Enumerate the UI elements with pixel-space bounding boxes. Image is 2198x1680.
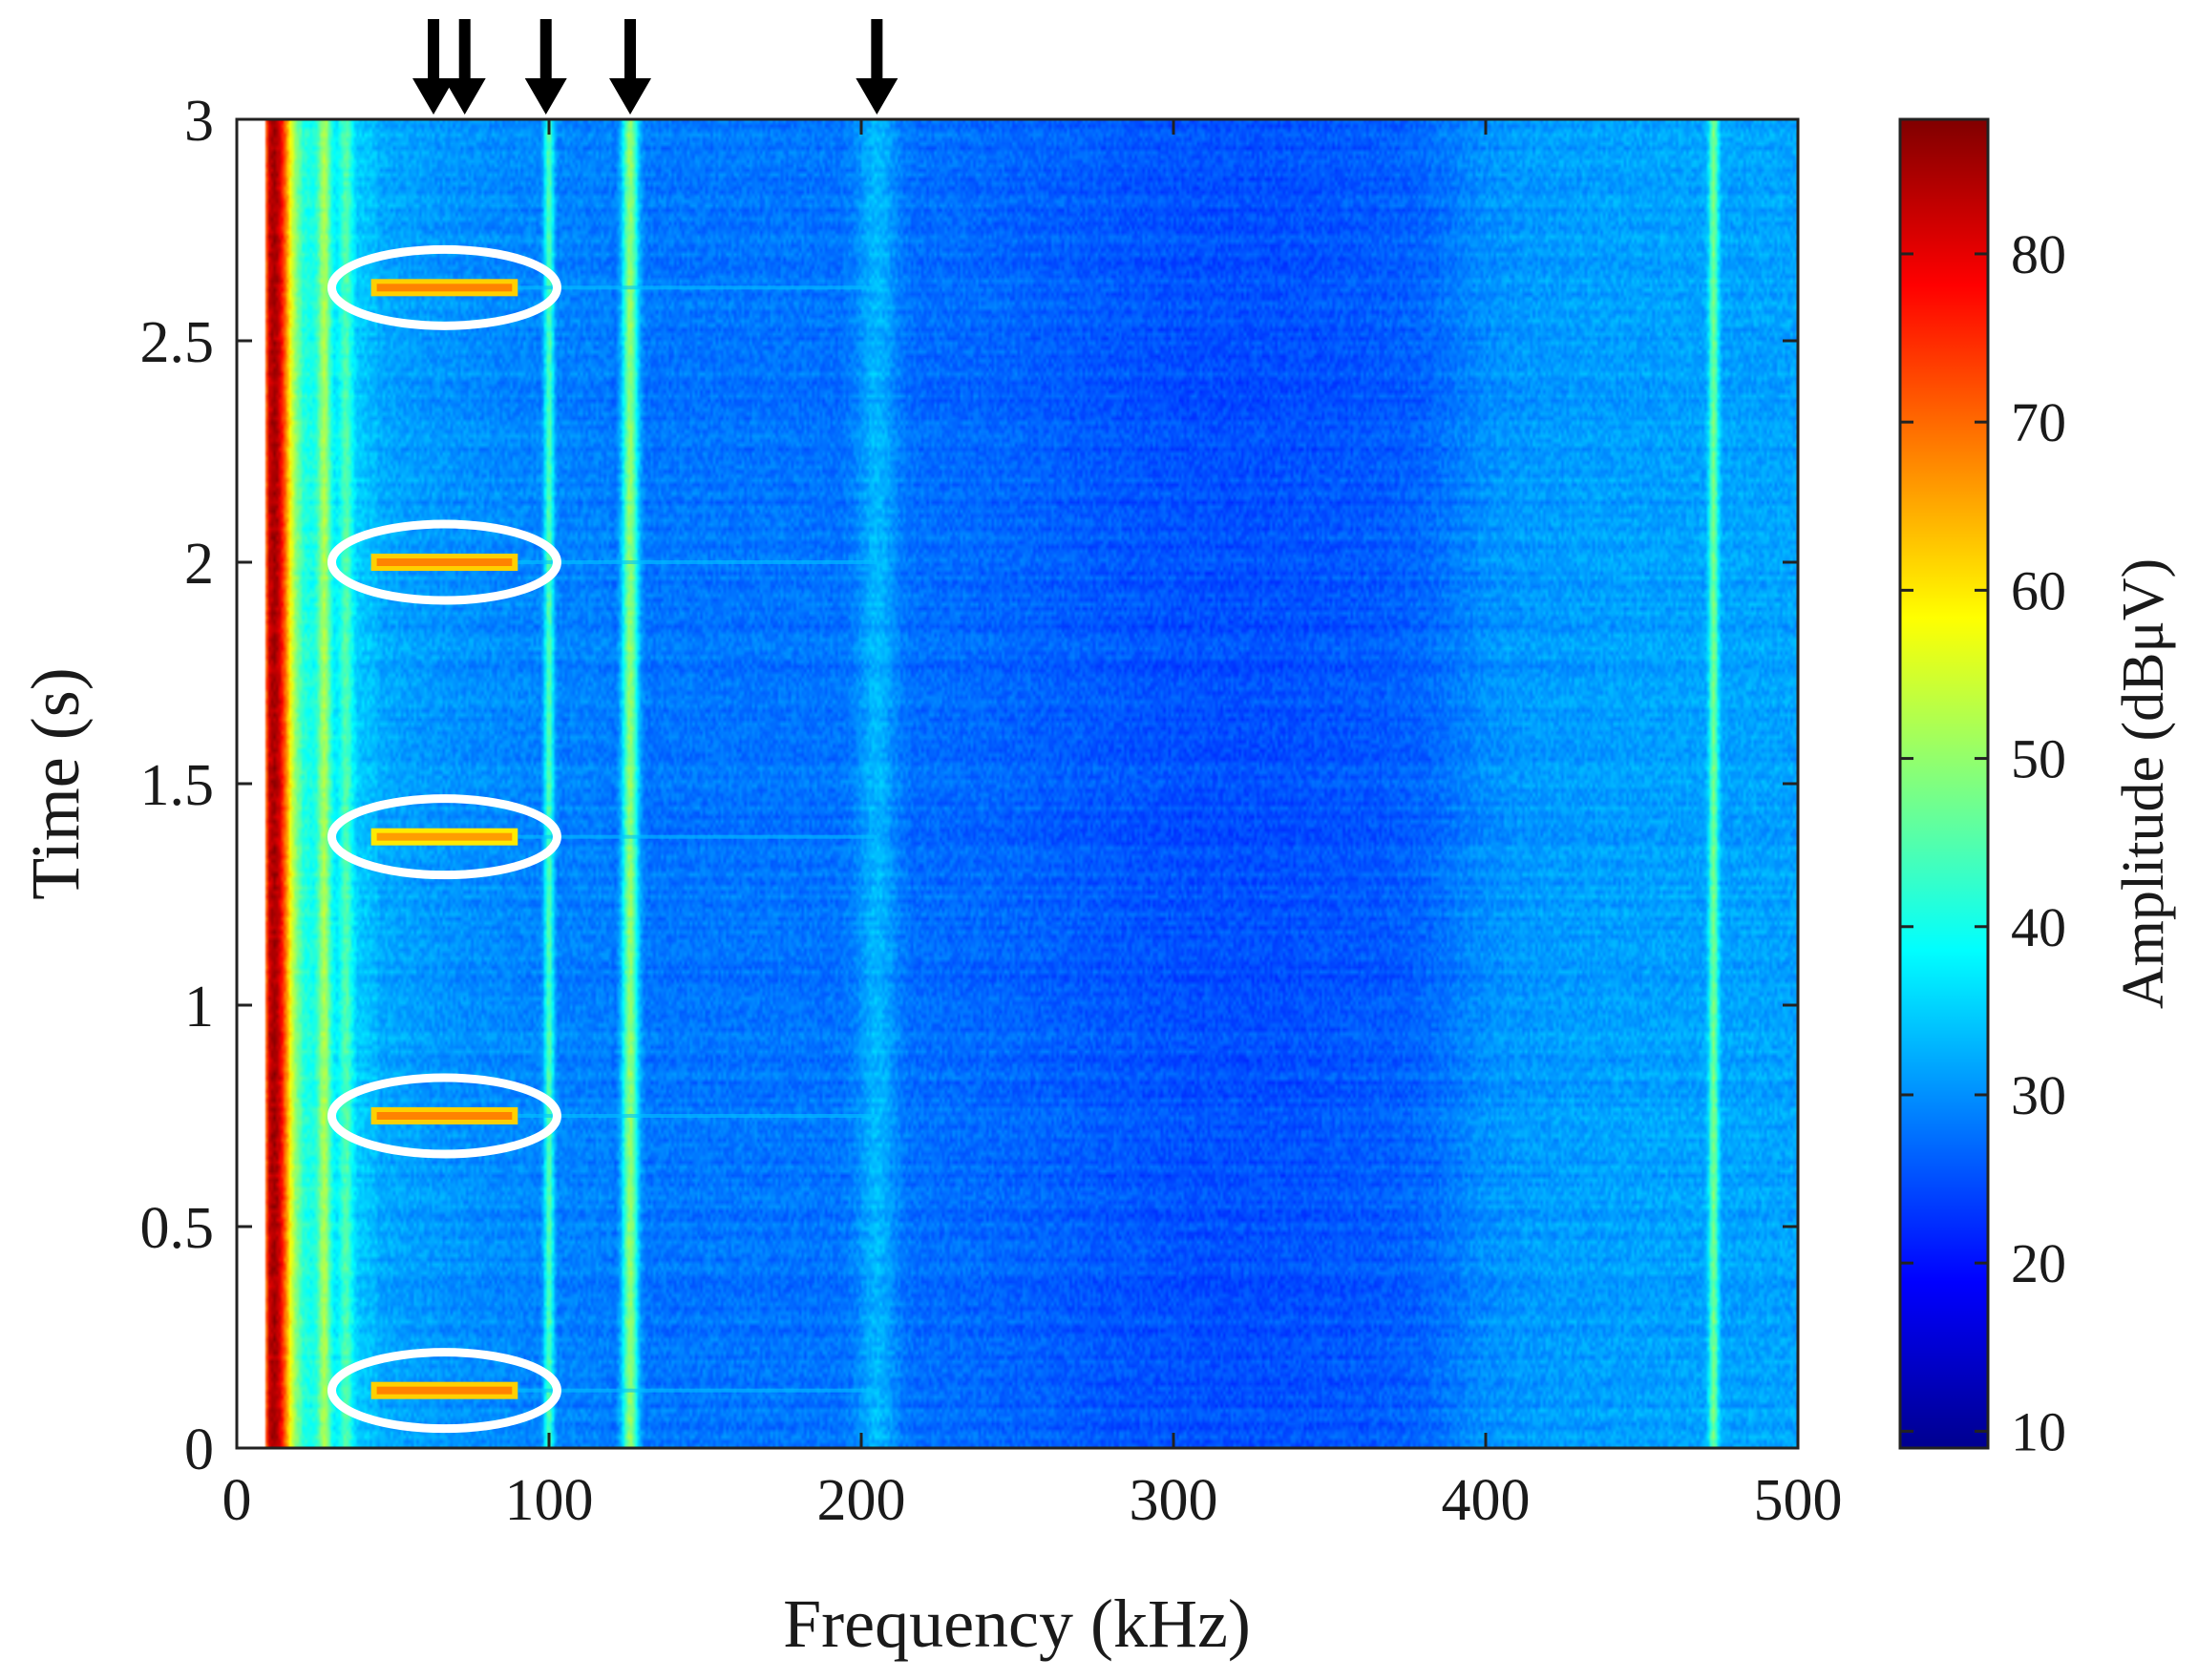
colorbar-tick-label: 60 [2011, 559, 2066, 621]
y-tick-label: 2 [184, 532, 214, 597]
burst-trail-3 [518, 834, 877, 839]
colorbar [1898, 117, 1990, 1450]
x-tick-label: 200 [817, 1468, 906, 1533]
colorbar-tick-label: 30 [2011, 1064, 2066, 1126]
marker-arrow-4 [609, 19, 652, 115]
marker-arrow-3 [524, 19, 567, 115]
colorbar-tick-label: 50 [2011, 728, 2066, 790]
burst-core-5 [376, 284, 513, 292]
burst-core-4 [376, 558, 513, 566]
marker-arrow-1 [412, 19, 455, 115]
burst-core-2 [376, 1112, 513, 1120]
burst-ellipse-4 [327, 519, 561, 605]
x-tick-label: 300 [1130, 1468, 1218, 1533]
colorbar-ticks: 10 20 30 40 50 60 70 80 [1900, 223, 2066, 1462]
burst-trail-4 [518, 560, 877, 564]
y-tick-label: 3 [184, 89, 214, 154]
burst-ellipse-2 [327, 1073, 561, 1159]
y-tick-label: 0.5 [140, 1196, 215, 1261]
colorbar-tick-label: 70 [2011, 391, 2066, 453]
x-axis-ticks: 0 100 200 300 400 500 [222, 119, 1843, 1533]
burst-trail-2 [518, 1114, 877, 1118]
colorbar-tick-label: 80 [2011, 223, 2066, 285]
x-tick-label: 500 [1754, 1468, 1843, 1533]
y-tick-label: 1 [184, 975, 214, 1040]
burst-annotation-layer [327, 244, 561, 1434]
spectrogram-plot-area [237, 119, 1798, 1448]
colorbar-tick-label: 10 [2011, 1400, 2066, 1462]
x-tick-label: 0 [222, 1468, 252, 1533]
burst-ellipse-5 [327, 244, 561, 330]
colorbar-tick-label: 40 [2011, 896, 2066, 958]
colorbar-tick-label: 20 [2011, 1232, 2066, 1294]
colorbar-label: Amplitude (dBμV) [2111, 558, 2176, 1009]
burst-ellipse-3 [327, 794, 561, 880]
burst-trail-1 [518, 1388, 877, 1393]
x-tick-label: 100 [505, 1468, 594, 1533]
y-axis-label: Time (s) [17, 667, 94, 899]
burst-layer [370, 279, 877, 1399]
burst-core-3 [376, 832, 513, 841]
burst-core-1 [376, 1386, 513, 1395]
arrow-annotation-layer [412, 19, 898, 115]
y-tick-label: 0 [184, 1418, 214, 1482]
y-axis-ticks: 0 0.5 1 1.5 2 2.5 3 [140, 89, 1798, 1482]
x-axis-label: Frequency (kHz) [783, 1586, 1251, 1662]
y-tick-label: 2.5 [140, 310, 215, 375]
y-tick-label: 1.5 [140, 753, 215, 818]
spectrogram-heatmap [237, 119, 1798, 1448]
burst-ellipse-1 [327, 1348, 561, 1434]
marker-arrow-5 [856, 19, 898, 115]
burst-trail-5 [518, 285, 877, 290]
x-tick-label: 400 [1442, 1468, 1531, 1533]
marker-arrow-2 [443, 19, 486, 115]
